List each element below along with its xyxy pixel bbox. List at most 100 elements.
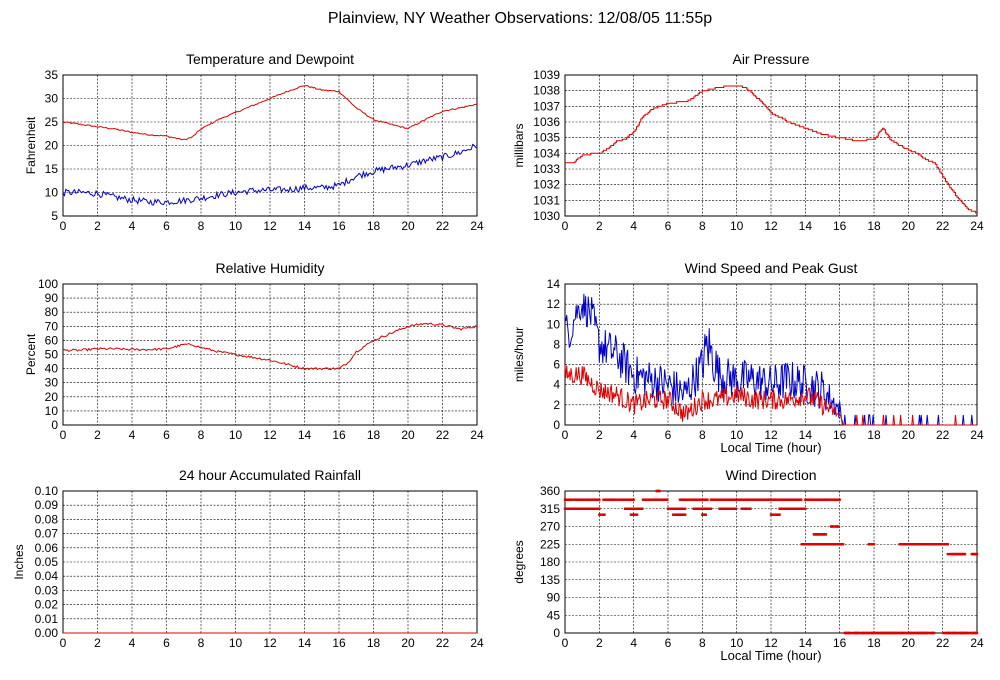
- scatter-point: [966, 631, 969, 635]
- scatter-point: [585, 498, 588, 501]
- scatter-point: [806, 498, 809, 501]
- series-line-red: [62, 84, 478, 141]
- y-tick-label: 80: [45, 305, 59, 319]
- scatter-point: [649, 498, 653, 501]
- y-axis-label: Inches: [12, 544, 26, 579]
- scatter-point: [613, 498, 617, 501]
- y-tick-label: 6: [553, 358, 560, 372]
- y-tick-label: 1037: [533, 99, 560, 113]
- page-title: Plainview, NY Weather Observations: 12/0…: [328, 10, 712, 27]
- scatter-point: [873, 631, 877, 635]
- x-tick-label: 24: [470, 428, 484, 442]
- scatter-point: [787, 507, 791, 510]
- x-tick-label: 0: [60, 219, 67, 233]
- scatter-point: [957, 631, 960, 635]
- scatter-point: [905, 631, 909, 635]
- y-tick-label: 20: [45, 139, 59, 153]
- x-tick-label: 12: [764, 428, 778, 442]
- y-tick-label: 0.09: [35, 498, 59, 512]
- scatter-point: [781, 498, 785, 501]
- scatter-point: [626, 498, 630, 501]
- x-tick-label: 20: [401, 219, 415, 233]
- scatter-point: [866, 631, 869, 635]
- x-tick-label: 8: [198, 428, 205, 442]
- scatter-point: [826, 543, 829, 546]
- scatter-point: [683, 507, 687, 510]
- scatter-point: [841, 543, 845, 546]
- y-tick-label: 50: [45, 348, 59, 362]
- scatter-point: [824, 533, 828, 536]
- x-tick-label: 22: [436, 219, 450, 233]
- scatter-point: [619, 498, 622, 501]
- scatter-point: [705, 507, 708, 510]
- scatter-point: [615, 498, 619, 501]
- y-tick-label: 1032: [533, 178, 560, 192]
- y-tick-label: 1038: [533, 84, 560, 98]
- y-tick-label: 1030: [533, 209, 560, 223]
- y-tick-label: 40: [45, 362, 59, 376]
- scatter-point: [902, 631, 906, 635]
- scatter-point: [589, 498, 592, 501]
- x-tick-label: 2: [94, 219, 101, 233]
- scatter-point: [643, 498, 646, 501]
- scatter-point: [949, 552, 952, 556]
- scatter-point: [780, 507, 783, 510]
- scatter-point: [603, 513, 606, 516]
- scatter-point: [794, 498, 797, 501]
- scatter-point: [713, 498, 716, 501]
- x-tick-label: 4: [129, 636, 136, 650]
- x-tick-label: 22: [436, 428, 450, 442]
- scatter-point: [787, 498, 790, 501]
- scatter-point: [778, 507, 781, 510]
- scatter-point: [565, 507, 569, 510]
- scatter-point: [967, 631, 971, 635]
- x-tick-label: 14: [799, 219, 813, 233]
- scatter-point: [804, 507, 807, 510]
- scatter-point: [923, 543, 926, 546]
- x-tick-label: 22: [436, 636, 450, 650]
- y-tick-label: 0.02: [35, 598, 59, 612]
- scatter-point: [598, 498, 601, 501]
- chart-title: 24 hour Accumulated Rainfall: [179, 467, 361, 483]
- scatter-point: [703, 507, 706, 510]
- x-tick-label: 8: [198, 219, 205, 233]
- scatter-point: [778, 513, 781, 516]
- scatter-point: [612, 498, 615, 501]
- scatter-point: [605, 498, 609, 501]
- y-tick-label: 1031: [533, 193, 560, 207]
- x-tick-label: 24: [970, 428, 984, 442]
- scatter-point: [646, 498, 650, 501]
- y-tick-label: 0.06: [35, 541, 59, 555]
- y-tick-label: 90: [547, 591, 561, 605]
- scatter-point: [728, 498, 731, 501]
- scatter-point: [583, 498, 586, 501]
- x-tick-label: 4: [630, 636, 637, 650]
- scatter-point: [943, 631, 947, 635]
- x-tick-label: 8: [699, 636, 706, 650]
- x-tick-label: 0: [60, 636, 67, 650]
- scatter-point: [911, 631, 914, 635]
- x-tick-label: 10: [229, 428, 243, 442]
- x-tick-label: 8: [699, 428, 706, 442]
- scatter-point: [771, 513, 775, 516]
- y-tick-label: 0.01: [35, 612, 59, 626]
- plot-frame: [564, 283, 978, 426]
- x-tick-label: 10: [730, 428, 744, 442]
- scatter-point: [756, 498, 760, 501]
- x-tick-label: 10: [229, 219, 243, 233]
- scatter-point: [929, 543, 932, 546]
- x-tick-label: 4: [129, 219, 136, 233]
- scatter-point: [596, 498, 600, 501]
- y-tick-label: 10: [547, 317, 561, 331]
- scatter-point: [914, 631, 917, 635]
- scatter-point: [859, 631, 862, 635]
- y-axis-label: miles/hour: [512, 327, 526, 382]
- scatter-point: [721, 498, 724, 501]
- x-tick-label: 6: [163, 219, 170, 233]
- plot-frame: [62, 74, 478, 217]
